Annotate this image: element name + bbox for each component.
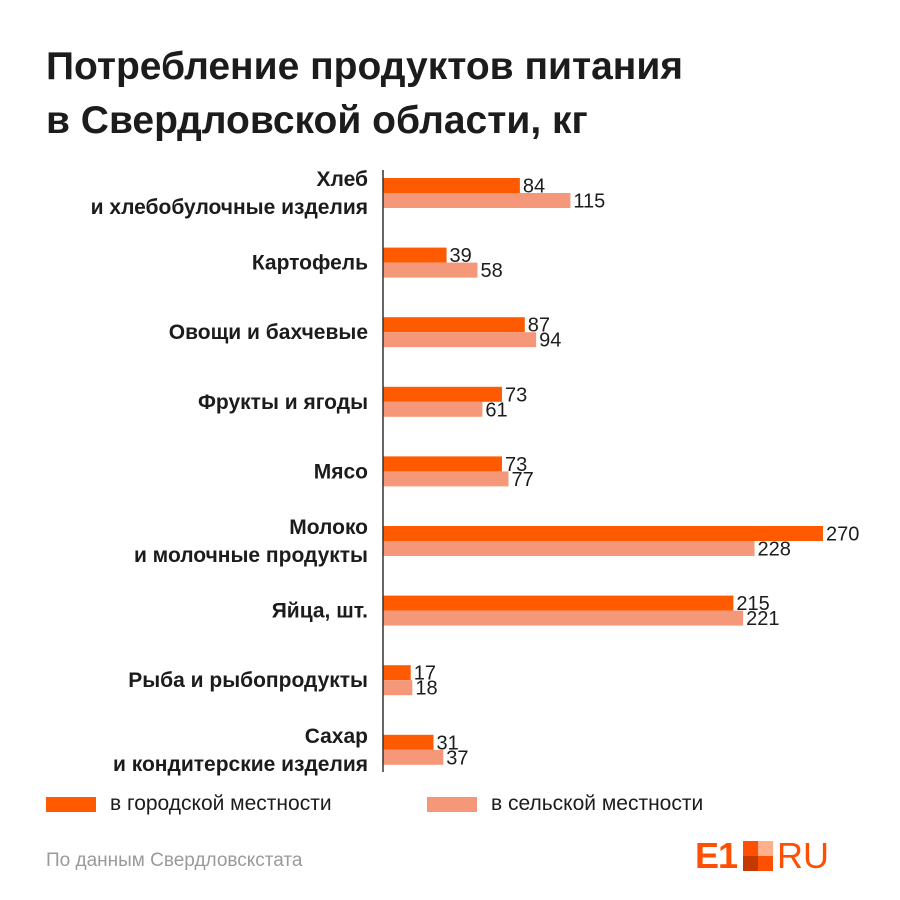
data-label-rural: 61	[485, 399, 507, 421]
data-label-urban: 73	[505, 384, 527, 406]
logo-e1-text: E1	[695, 835, 738, 876]
chart-title-line-1: Потребление продуктов питания	[46, 45, 684, 88]
category-label: Картофель	[252, 252, 368, 275]
category-label: Мясо	[314, 460, 368, 483]
legend-label-rural: в сельской местности	[491, 792, 704, 815]
legend-swatch-urban	[46, 796, 96, 812]
category-label: Хлеб	[317, 168, 368, 191]
data-label-rural: 58	[481, 260, 503, 282]
data-label-rural: 221	[746, 608, 779, 630]
bar-chart: Хлеб и хлебобулочные изделия 84 115 Картофел…	[91, 168, 860, 776]
bar-urban	[383, 178, 520, 193]
data-label-rural: 18	[415, 678, 437, 700]
category-label: Яйца, шт.	[272, 600, 368, 623]
data-label-rural: 77	[511, 469, 533, 491]
category-label: и молочные продукты	[134, 544, 368, 567]
data-label-urban: 87	[528, 315, 550, 337]
legend-item-rural: в сельской местности	[427, 792, 703, 816]
bar-urban	[383, 526, 823, 541]
category-label: и хлебобулочные изделия	[91, 196, 368, 219]
bar-rural	[383, 193, 571, 208]
data-label-urban: 215	[736, 593, 769, 615]
bar-rural	[383, 401, 483, 417]
bar-urban	[383, 734, 434, 750]
data-label-rural: 228	[758, 539, 791, 561]
category-label: Фрукты и ягоды	[198, 391, 368, 414]
bar-urban	[383, 317, 525, 333]
legend-label-urban: в городской местности	[110, 792, 332, 815]
bar-rural	[383, 749, 444, 765]
bar-rural	[383, 541, 755, 556]
data-label-urban: 17	[414, 663, 436, 685]
data-label-urban: 270	[826, 524, 859, 546]
legend: в городской местности в сельской местнос…	[0, 792, 900, 822]
category-label: Рыба и рыбопродукты	[128, 669, 368, 692]
e1-logo: E1 RU	[695, 835, 830, 876]
legend-item-urban: в городской местности	[46, 792, 332, 816]
bar-urban	[383, 456, 502, 472]
bar-rural	[383, 471, 509, 487]
bar-urban	[383, 247, 447, 263]
data-label-rural: 94	[539, 330, 561, 352]
data-label-urban: 31	[437, 732, 459, 754]
data-label-urban: 73	[505, 454, 527, 476]
category-label: Овощи и бахчевые	[169, 321, 368, 344]
bar-urban	[383, 595, 734, 611]
data-label-rural: 37	[446, 747, 468, 769]
chart-title-line-2: в Свердловской области, кг	[46, 99, 588, 142]
bar-urban	[383, 665, 411, 681]
bar-urban	[383, 386, 502, 402]
logo-squares-icon	[743, 841, 774, 871]
category-label: и кондитерские изделия	[113, 753, 368, 776]
chart-title: Потребление продуктов питания в Свердлов…	[46, 40, 866, 148]
data-label-urban: 84	[523, 176, 545, 198]
bar-rural	[383, 680, 413, 696]
bar-rural	[383, 332, 537, 348]
category-label: Сахар	[305, 725, 368, 748]
logo-ru-text: RU	[777, 835, 830, 876]
legend-swatch-rural	[427, 796, 477, 812]
source-note: По данным Свердловскстата	[46, 850, 303, 871]
data-label-rural: 115	[573, 191, 605, 213]
data-label-urban: 39	[450, 245, 472, 267]
bar-rural	[383, 610, 744, 626]
bar-rural	[383, 262, 478, 278]
category-label: Молоко	[289, 516, 368, 539]
